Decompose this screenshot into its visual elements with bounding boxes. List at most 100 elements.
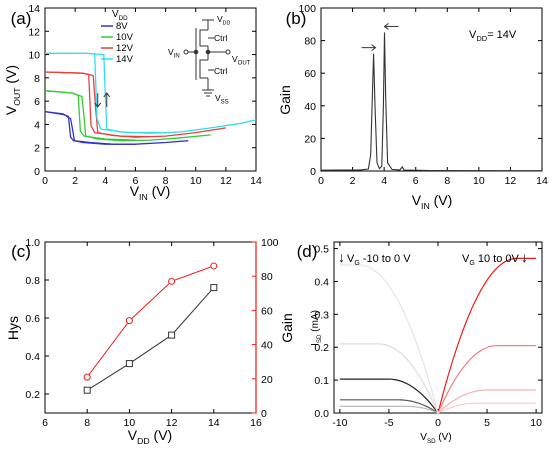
x-axis-label-rest: (V) xyxy=(430,192,453,208)
x-axis-label: VDD (V) xyxy=(128,427,172,446)
x-tick-label: 10 xyxy=(124,417,136,429)
label-vdd-main: V xyxy=(217,14,223,24)
arrow-left-icon xyxy=(383,23,389,30)
label-vdd: VDD xyxy=(217,14,230,26)
x-tick-label: 6 xyxy=(413,175,419,187)
vin-terminal xyxy=(183,49,189,55)
x-axis-label: VIN (V) xyxy=(412,192,453,211)
panel-c: 6 8 10 12 14 16 0.2 0.4 0.6 0.8 1.0 0 20 40 60 80 100 (c)… xyxy=(5,237,295,446)
x-axis-label-sub: SD xyxy=(427,438,436,445)
y-tick-label: 8 xyxy=(34,73,40,85)
x-tick-label: -10 xyxy=(332,417,347,429)
data-point-square xyxy=(125,360,133,368)
y-tick-label: 80 xyxy=(304,36,316,48)
x-axis-label-rest: (V) xyxy=(148,183,171,199)
label-main: V xyxy=(232,54,238,64)
arrow-down-icon: ↓ xyxy=(521,249,528,265)
transfer-curve-left xyxy=(339,378,439,414)
vdd-annotation: VDD= 14V xyxy=(469,29,517,43)
y-right-tick-label: 60 xyxy=(261,305,273,317)
label-sub: OUT xyxy=(238,61,251,67)
y-tick-label: 12 xyxy=(28,26,40,38)
x-tick-label: 10 xyxy=(190,175,202,187)
label-vdd-sub: DD xyxy=(223,20,231,26)
label-sub: SS xyxy=(221,100,229,106)
transfer-curve-right xyxy=(437,257,537,414)
label-vout_sub: VOUT xyxy=(232,54,251,67)
x-tick-label: 0 xyxy=(435,417,441,429)
x-tick-label: 4 xyxy=(102,175,108,187)
y-axis-label-main: V xyxy=(3,105,19,115)
y-tick-label: 2 xyxy=(34,143,40,155)
inverter-schematic xyxy=(183,19,231,97)
x-tick-label: 14 xyxy=(208,417,220,429)
y-tick-label: 0.3 xyxy=(314,309,329,321)
y-axis-label: VOUT (V) xyxy=(3,65,22,115)
label-ctrl-top: Ctrl xyxy=(214,33,227,43)
x-tick-label: 0 xyxy=(42,175,48,187)
x-tick-label: 12 xyxy=(220,175,232,187)
label-ctrl-bottom: Ctrl xyxy=(214,66,227,76)
label-sub: IN xyxy=(174,54,180,60)
top-transistor xyxy=(199,29,208,47)
legend-title-sub: DD xyxy=(119,15,128,22)
legend-entry: 8V xyxy=(116,21,128,32)
y-tick-label: 0.8 xyxy=(25,275,40,287)
y-axis-label: Gain xyxy=(277,85,293,115)
y-tick-label: 10 xyxy=(28,50,40,62)
x-axis-label-sub: IN xyxy=(139,192,148,202)
legend-entry: 10V xyxy=(116,32,134,43)
transfer-curve-left xyxy=(339,264,439,414)
plot-frame xyxy=(44,241,257,414)
y-right-tick-label: 0 xyxy=(261,408,267,420)
x-tick-label: 8 xyxy=(444,175,450,187)
curve-12V-reverse xyxy=(44,71,151,138)
junction-dot xyxy=(205,49,211,55)
ann-rest: = 14V xyxy=(487,29,517,41)
annotation-positive-vg: VG 10 to 0V ↓ xyxy=(462,249,528,267)
data-point-circle xyxy=(125,317,133,325)
y-tick-label: 4 xyxy=(34,119,40,131)
y-tick-label: 60 xyxy=(304,68,316,80)
y-tick-label: 0.2 xyxy=(25,389,40,401)
arrow-up-icon xyxy=(103,92,111,98)
y-tick-label: 1.0 xyxy=(25,237,40,249)
y-right-tick-label: 20 xyxy=(261,374,273,386)
ann-sub: G xyxy=(354,260,359,267)
plot-frame xyxy=(44,7,257,172)
legend-title-main: V xyxy=(112,9,119,20)
plot-frame xyxy=(333,241,543,414)
data-point-circle xyxy=(168,277,176,285)
x-tick-label: 12 xyxy=(505,175,517,187)
x-tick-label: 14 xyxy=(250,175,262,187)
y-tick-label: 0.1 xyxy=(314,375,329,387)
y-axis-label-main: I xyxy=(310,343,321,346)
x-tick-label: 4 xyxy=(381,175,387,187)
transfer-curve-right xyxy=(437,402,537,414)
x-tick-label: 10 xyxy=(530,417,542,429)
y-tick-label: 0.6 xyxy=(25,313,40,325)
x-axis-label: VSD (V) xyxy=(420,432,451,445)
x-axis-label-main: V xyxy=(412,192,422,208)
label-vin_sub: VIN xyxy=(168,47,180,60)
legend-entry: 14V xyxy=(116,54,134,65)
data-point-square xyxy=(83,386,91,394)
x-axis-label-rest: (V) xyxy=(436,432,452,443)
transfer-curve-left xyxy=(339,343,439,414)
y-tick-label: 0 xyxy=(34,166,40,178)
x-axis-label-main: V xyxy=(128,427,138,443)
y-right-tick-label: 80 xyxy=(261,271,273,283)
panel-label-c: (c) xyxy=(11,242,31,261)
ann-rest: 10 to 0V xyxy=(475,253,520,265)
y-axis-label: Hys xyxy=(5,316,21,340)
curve-10V-reverse xyxy=(44,90,136,141)
data-point-circle xyxy=(83,373,91,381)
data-point-circle xyxy=(210,262,218,270)
y-tick-label: 0 xyxy=(310,166,316,178)
y-axis-label-sub: SD xyxy=(316,334,323,343)
arrow-down-icon: ↓ xyxy=(338,249,345,265)
vout-terminal xyxy=(225,49,231,55)
